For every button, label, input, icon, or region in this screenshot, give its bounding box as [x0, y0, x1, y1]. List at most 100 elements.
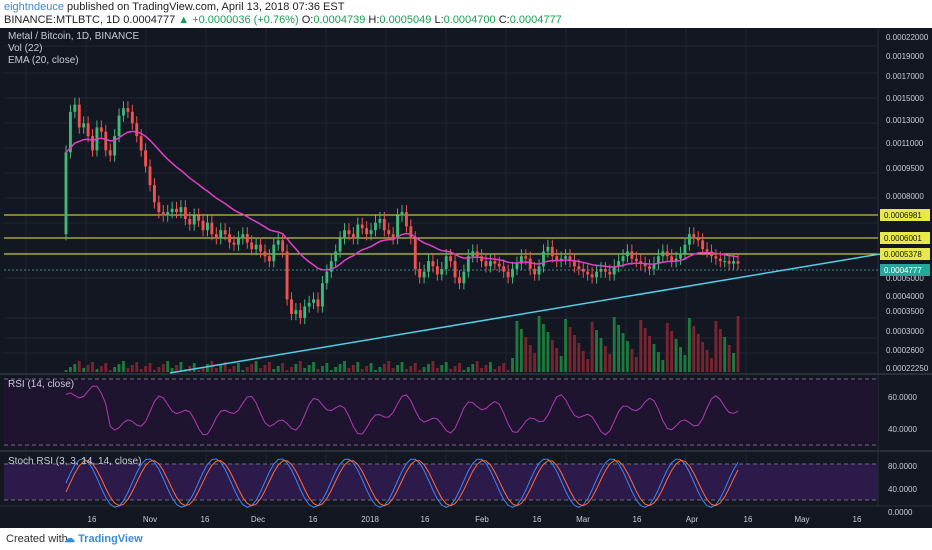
- volume-bar: [192, 363, 196, 372]
- ohlc-line: BINANCE:MTLBTC, 1D 0.0004777 ▲ +0.000003…: [4, 14, 562, 26]
- candle-body: [603, 268, 607, 272]
- volume-bar: [356, 362, 360, 372]
- volume-bar: [161, 364, 165, 372]
- candle-body: [236, 238, 240, 245]
- volume-bar: [440, 365, 444, 372]
- volume-bar: [621, 333, 625, 372]
- candle-body: [170, 208, 174, 213]
- candle-body: [73, 104, 77, 112]
- candle-body: [736, 261, 740, 264]
- close-value: 0.0004777: [509, 14, 562, 26]
- candle-body: [621, 256, 625, 262]
- candle-body: [710, 251, 713, 257]
- volume-bar: [139, 369, 143, 372]
- volume-bar: [148, 363, 152, 372]
- candle-body: [418, 268, 422, 278]
- candle-body: [466, 256, 470, 272]
- candle-body: [152, 185, 156, 203]
- candle-body: [519, 256, 523, 264]
- candle-body: [484, 261, 488, 267]
- candle-body: [493, 261, 497, 264]
- volume-bar: [378, 367, 382, 372]
- chart-canvas[interactable]: 0.00022000 0.0019000 0.0017000 0.0015000 0.0…: [0, 28, 932, 528]
- chart-area[interactable]: 0.00022000 0.0019000 0.0017000 0.0015000 0.0…: [0, 28, 932, 528]
- volume-bar: [374, 370, 377, 372]
- volume-bar: [674, 339, 678, 372]
- candle-body: [351, 234, 355, 239]
- candle-body: [188, 219, 192, 225]
- volume-bar: [586, 359, 590, 372]
- volume-bar: [634, 357, 638, 372]
- volume-bar: [546, 332, 550, 372]
- price-tick-label: 0.0013000: [886, 116, 924, 125]
- volume-bar: [431, 361, 435, 372]
- time-tick-label: Nov: [143, 515, 157, 524]
- candle-body: [595, 271, 598, 278]
- volume-bar: [254, 361, 258, 372]
- volume-bar: [590, 322, 594, 372]
- ema-line: [65, 130, 739, 271]
- rsi-label: RSI (14, close): [8, 379, 75, 390]
- open-label: O:: [301, 14, 314, 26]
- price-label-box: [880, 209, 930, 221]
- price-label-text: 0.0006001: [884, 234, 922, 243]
- candle-body: [374, 222, 377, 231]
- author-link[interactable]: eightndeuce: [4, 1, 64, 13]
- volume-bar: [409, 366, 413, 372]
- volume-bar: [537, 316, 541, 372]
- volume-bar: [603, 346, 607, 372]
- candle-body: [241, 234, 245, 239]
- candle-body: [329, 261, 333, 272]
- volume-bar: [506, 370, 510, 372]
- candle-body: [68, 111, 72, 153]
- price-label-box: [880, 248, 930, 260]
- price-tick-label: 0.0003000: [886, 327, 924, 336]
- volume-bar: [524, 337, 528, 372]
- candle-body: [422, 271, 426, 278]
- candle-body: [108, 150, 112, 156]
- volume-bar: [714, 321, 718, 372]
- price-tick-label: 0.0009500: [886, 164, 924, 173]
- candle-body: [369, 230, 373, 235]
- candle-body: [130, 111, 134, 124]
- stoch-d-line: [65, 459, 739, 507]
- volume-bar: [214, 368, 218, 372]
- cloud-icon: ☁: [64, 533, 75, 545]
- candle-body: [365, 228, 369, 235]
- candle-body: [648, 266, 652, 269]
- candle-body: [360, 224, 364, 229]
- volume-bar: [559, 356, 563, 372]
- candle-body: [515, 263, 519, 269]
- candle-body: [665, 251, 669, 257]
- volume-bar: [466, 367, 470, 372]
- candle-body: [727, 261, 731, 264]
- candle-body: [732, 261, 736, 264]
- tradingview-logo[interactable]: ☁ TradingView: [64, 532, 143, 545]
- price-tick-label: 0.0015000: [886, 94, 924, 103]
- volume-bar: [683, 355, 687, 372]
- candle-body: [528, 258, 532, 269]
- candle-body: [206, 222, 209, 231]
- candle-body: [542, 251, 545, 267]
- volume-bar: [413, 363, 417, 372]
- volume-bar: [241, 370, 245, 372]
- volume-bar: [117, 364, 121, 372]
- volume-bar: [206, 364, 209, 372]
- volume-bar: [727, 345, 731, 372]
- candle-body: [320, 283, 324, 307]
- time-tick-label: 16: [421, 515, 430, 524]
- volume-bar: [272, 369, 276, 372]
- candle-body: [276, 240, 280, 245]
- candle-body: [497, 263, 501, 267]
- volume-bar: [577, 343, 581, 372]
- price-tick-label: 0.0003500: [886, 307, 924, 316]
- volume-bar: [267, 362, 271, 372]
- volume-bar: [656, 352, 660, 372]
- candle-body: [643, 263, 647, 267]
- volume-bar: [533, 353, 537, 372]
- volume-bar: [281, 363, 285, 372]
- volume-bar: [705, 350, 709, 372]
- price-tick-label: 0.0019000: [886, 52, 924, 61]
- candle-body: [113, 136, 117, 156]
- candle-body: [404, 212, 408, 227]
